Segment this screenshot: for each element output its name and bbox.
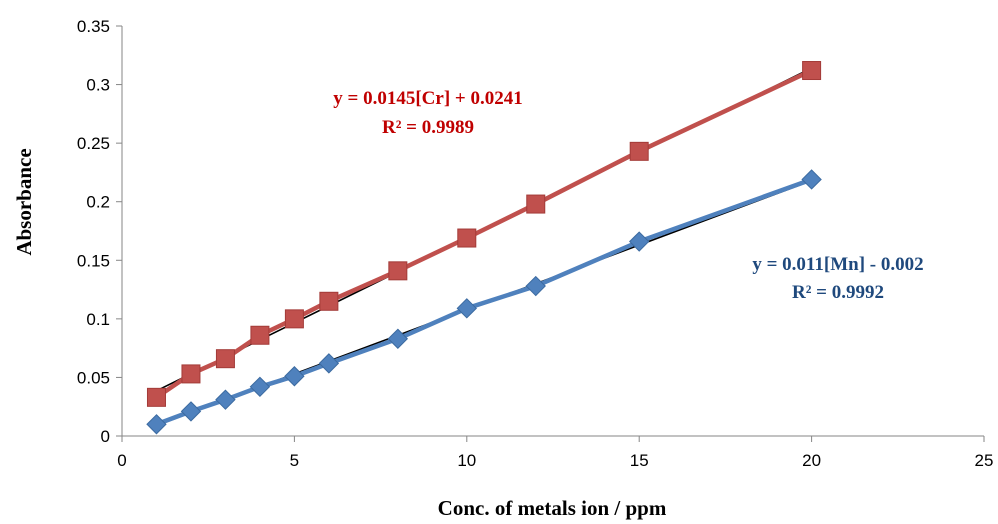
x-tick-label: 5 — [290, 451, 299, 470]
mn-equation-label: y = 0.011[Mn] - 0.002 — [752, 254, 923, 275]
data-point-square — [388, 261, 408, 281]
data-point-diamond — [801, 169, 822, 190]
x-tick-label: 25 — [975, 451, 994, 470]
data-point-square — [181, 364, 201, 384]
cr-r-squared-label: R² = 0.9989 — [382, 117, 474, 138]
y-tick-label: 0.25 — [77, 134, 110, 153]
data-point-diamond — [146, 414, 167, 435]
trendlines — [156, 67, 812, 427]
data-point-diamond — [215, 389, 236, 410]
data-markers — [146, 61, 822, 435]
y-tick-label: 0.2 — [86, 193, 110, 212]
cr-equation-label: y = 0.0145[Cr] + 0.0241 — [333, 88, 522, 109]
data-point-diamond — [284, 366, 305, 387]
data-point-square — [457, 228, 477, 248]
data-point-square — [215, 349, 235, 369]
y-tick-label: 0.1 — [86, 310, 110, 329]
data-point-square — [802, 61, 822, 81]
data-point-square — [629, 141, 649, 161]
x-axis-title: Conc. of metals ion / ppm — [438, 496, 667, 520]
tick-labels: 0 0.05 0.1 0.15 0.2 0.25 0.3 0.35 0 5 10 15 20 25 — [77, 17, 994, 470]
x-tick-label: 15 — [630, 451, 649, 470]
y-axis-title: Absorbance — [12, 148, 36, 255]
data-point-diamond — [387, 328, 409, 349]
data-point-diamond — [456, 298, 478, 319]
data-point-square — [284, 309, 304, 329]
x-tick-label: 20 — [802, 451, 821, 470]
data-point-diamond — [180, 401, 202, 422]
y-tick-label: 0.05 — [77, 368, 110, 387]
data-point-square — [146, 387, 166, 407]
data-point-square — [250, 325, 270, 345]
x-tick-label: 0 — [117, 451, 126, 470]
mn-r-squared-label: R² = 0.9992 — [792, 282, 884, 303]
data-point-diamond — [318, 353, 340, 374]
data-point-diamond — [628, 231, 650, 252]
series-lines — [155, 68, 813, 427]
data-point-diamond — [249, 376, 271, 398]
y-tick-label: 0 — [101, 427, 110, 446]
y-tick-label: 0.3 — [86, 76, 110, 95]
x-tick-label: 10 — [457, 451, 476, 470]
y-tick-label: 0.15 — [77, 251, 110, 270]
data-point-square — [526, 194, 546, 214]
y-tick-label: 0.35 — [77, 17, 110, 36]
data-point-diamond — [525, 275, 546, 297]
series-line-0 — [155, 68, 813, 400]
data-point-square — [319, 291, 339, 311]
axes — [116, 25, 985, 442]
